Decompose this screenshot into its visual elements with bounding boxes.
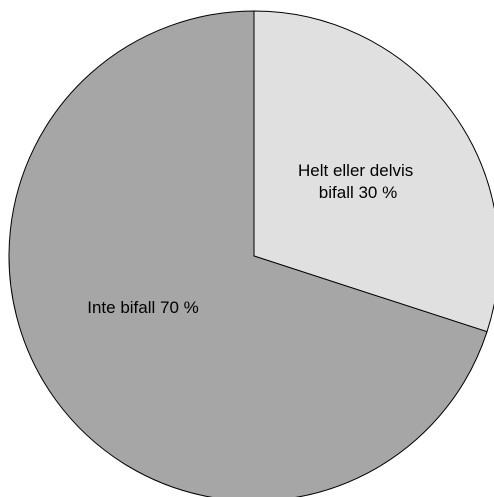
slice-label-bifall-line-2: bifall 30 % <box>319 183 397 202</box>
slice-label-inte-bifall-line-1: Inte bifall 70 % <box>87 298 199 317</box>
slice-label-inte-bifall: Inte bifall 70 % <box>87 298 199 317</box>
slice-label-bifall-line-1: Helt eller delvis <box>298 161 413 180</box>
pie-slices <box>9 11 494 497</box>
